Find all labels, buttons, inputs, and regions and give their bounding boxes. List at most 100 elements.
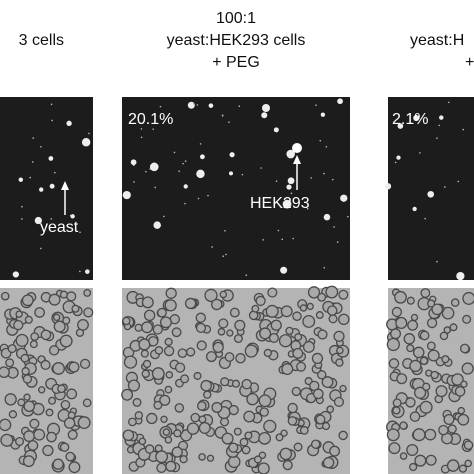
header-line: yeast:HEK293 cells: [166, 32, 306, 49]
cells: [0, 98, 474, 474]
cell: [65, 451, 76, 462]
cell: [336, 241, 339, 243]
annotation: HEK293: [250, 195, 310, 212]
cell: [339, 384, 347, 393]
cell: [17, 398, 26, 407]
cell: [12, 271, 19, 278]
cell: [291, 386, 301, 397]
cell: [333, 330, 345, 342]
cell: [226, 329, 234, 337]
cell: [79, 231, 81, 234]
cell: [316, 370, 327, 380]
cell: [15, 333, 29, 347]
cell: [277, 229, 280, 232]
cell: [390, 328, 402, 340]
cell: [66, 388, 78, 400]
cell: [328, 314, 338, 324]
cell: [155, 450, 169, 464]
cell: [323, 172, 325, 175]
cell: [388, 442, 401, 455]
cell: [260, 167, 262, 169]
cell: [336, 346, 344, 355]
header-line: yeast:H: [410, 32, 465, 49]
fluorescence-panel: [122, 97, 350, 280]
cell: [337, 98, 343, 105]
cell: [24, 315, 33, 324]
cell: [436, 260, 438, 263]
cell: [0, 366, 10, 379]
cell: [85, 269, 90, 274]
cell: [286, 184, 292, 190]
cell: [396, 373, 408, 385]
cell: [127, 379, 140, 392]
cell: [190, 412, 201, 423]
cell: [302, 341, 315, 353]
cell: [450, 298, 460, 307]
cell: [154, 346, 164, 355]
cell: [424, 217, 426, 220]
cell: [54, 171, 56, 174]
cell: [222, 255, 225, 257]
cell: [48, 156, 54, 161]
cell: [391, 306, 403, 318]
cell: [409, 411, 421, 422]
cell: [59, 442, 70, 452]
cell: [333, 396, 345, 408]
cell: [21, 367, 30, 376]
cell: [253, 455, 262, 464]
cell: [458, 464, 468, 473]
cell: [40, 329, 52, 341]
cell: [20, 353, 30, 363]
cell: [270, 319, 282, 331]
cell: [21, 218, 23, 220]
cell: [13, 319, 24, 331]
cell: [286, 149, 295, 159]
cell: [122, 429, 135, 442]
cell: [163, 215, 165, 218]
cell: [273, 127, 279, 133]
cell: [285, 326, 294, 335]
cell: [23, 393, 31, 401]
cell: [444, 186, 446, 188]
cell: [278, 334, 293, 348]
cell: [174, 362, 186, 373]
cell: [29, 340, 38, 349]
cell: [186, 422, 200, 435]
cell: [397, 123, 404, 129]
column-header: 100:1 yeast:HEK293 cells + PEG: [106, 8, 366, 74]
cell: [178, 170, 180, 172]
cell: [441, 355, 450, 364]
cell: [259, 327, 272, 340]
cell: [77, 416, 91, 430]
cell: [462, 314, 472, 324]
cell: [315, 104, 317, 106]
cell: [182, 162, 184, 165]
cell: [317, 292, 327, 302]
cell: [48, 293, 61, 306]
cell: [459, 343, 470, 354]
cell: [255, 295, 266, 307]
cell: [149, 162, 159, 172]
cell: [259, 407, 269, 417]
cell: [45, 408, 54, 417]
cell: [200, 154, 205, 160]
cell: [196, 169, 205, 179]
cell: [132, 397, 142, 407]
cell: [228, 404, 239, 416]
cell: [235, 353, 246, 364]
cell: [141, 369, 150, 378]
cell: [51, 119, 53, 122]
cell: [430, 370, 439, 380]
cell: [33, 428, 46, 441]
cell: [40, 359, 51, 371]
cell: [386, 428, 400, 442]
cell: [322, 456, 335, 469]
cell: [221, 114, 224, 117]
cell: [15, 310, 23, 318]
cell: [326, 305, 338, 316]
cell: [406, 344, 415, 353]
cell: [431, 303, 444, 316]
cell: [427, 349, 440, 362]
cell: [134, 323, 143, 332]
cell: [184, 160, 187, 162]
